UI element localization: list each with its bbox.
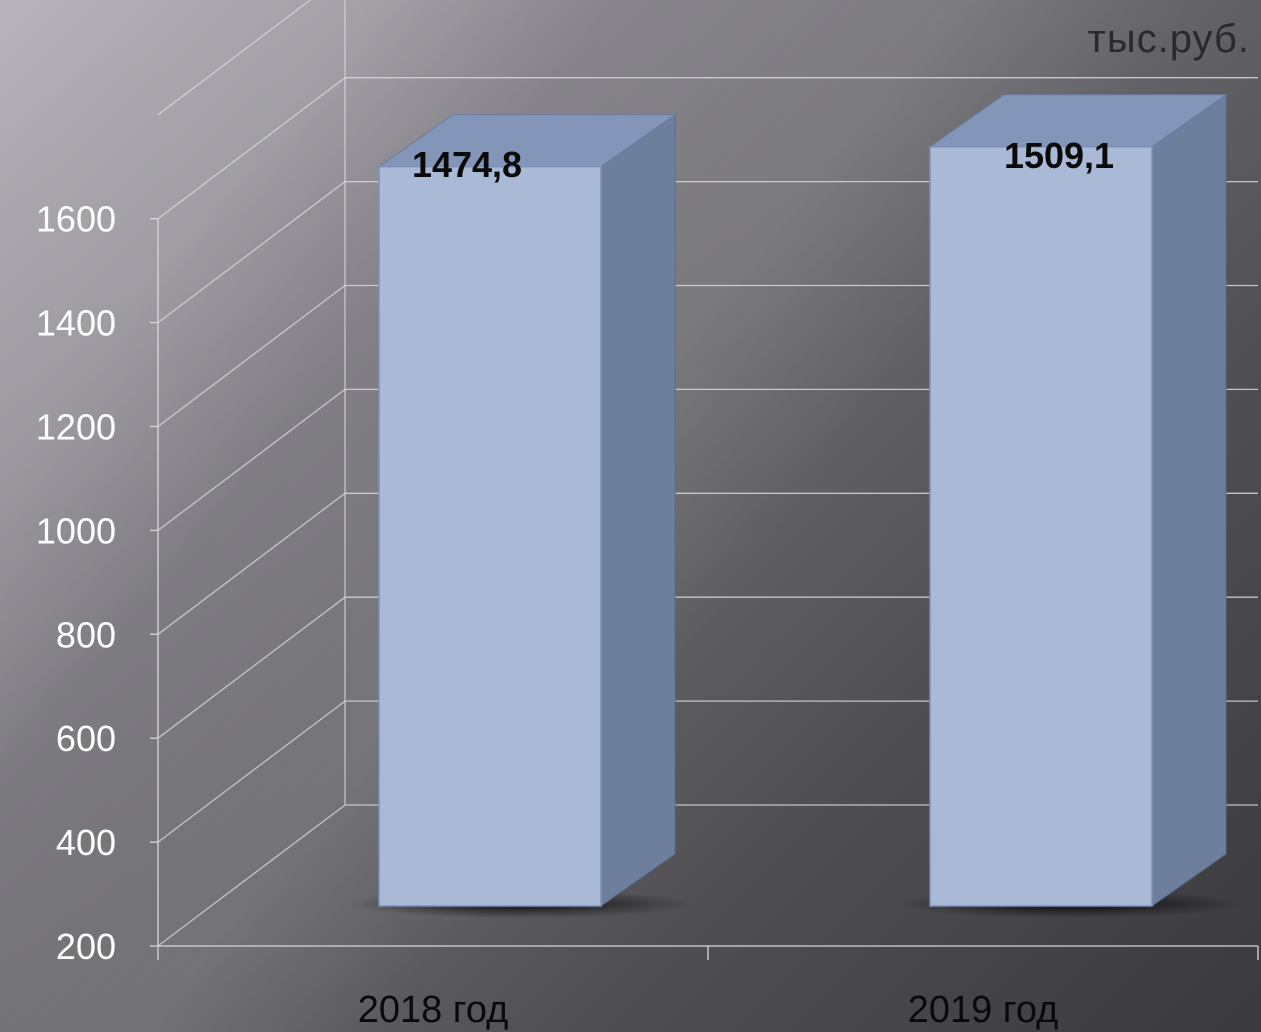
y-tick-label: 200 [56,926,116,967]
y-tick-label: 1000 [36,510,116,551]
x-category-label-1: 2018 год [358,989,509,1031]
unit-label: тыс.руб. [1088,17,1250,61]
gridline-diagonal [157,284,346,428]
y-tick-label: 600 [56,718,116,759]
bar-side-face [1151,93,1227,907]
bar-front-face [929,145,1153,907]
bar-layer [349,93,1242,918]
gridline-diagonal [157,804,346,947]
bar-2 [900,93,1242,918]
y-tick-label: 1200 [36,407,116,448]
y-tick-label: 1400 [36,303,116,344]
y-tick-label: 1600 [36,199,116,240]
bar-front-face [378,165,602,907]
gridline-diagonal [157,700,346,843]
gridline-diagonal [157,77,346,220]
y-tick-label: 800 [56,614,116,655]
gridline-diagonal [157,0,312,116]
gridline-diagonal [157,492,346,635]
bar-1 [349,113,691,918]
label-layer: 1474,8 2018 год 1509,1 2019 год [358,135,1114,1031]
axis-layer: 200 400 600 800 1000 1200 1400 1600 [36,199,1259,967]
bar-side-face [600,113,676,907]
data-label-1: 1474,8 [412,144,522,185]
y-tick-label: 400 [56,822,116,863]
x-category-label-2: 2019 год [908,989,1059,1031]
gridline-diagonal [157,388,346,531]
gridline-diagonal [157,596,346,739]
gridline-diagonal [157,181,346,324]
data-label-2: 1509,1 [1004,135,1114,176]
